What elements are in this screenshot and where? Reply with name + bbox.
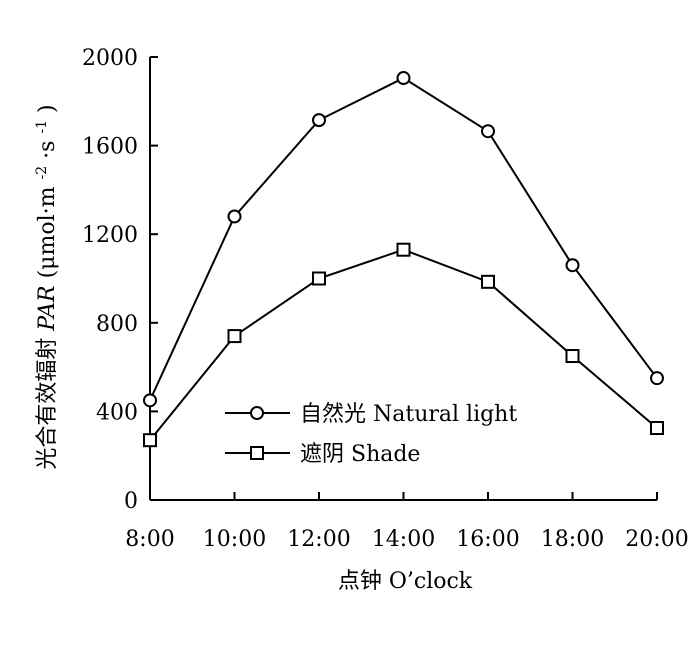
series-shade: [143, 242, 664, 448]
data-point: [565, 349, 580, 364]
x-tick-label: 10:00: [203, 527, 266, 552]
y-tick-label: 2000: [82, 46, 138, 71]
data-point: [227, 209, 242, 224]
y-axis-title-mid: ·s: [35, 141, 60, 159]
y-tick-label: 1200: [82, 223, 138, 248]
x-tick-label: 18:00: [541, 527, 604, 552]
legend: 自然光 Natural light 遮阴 Shade: [225, 402, 517, 467]
data-point: [565, 258, 580, 273]
x-tick-label: 12:00: [287, 527, 350, 552]
y-axis-title-exp1: -2: [34, 166, 50, 180]
legend-label: 自然光 Natural light: [300, 402, 517, 427]
y-tick-label: 800: [96, 312, 138, 337]
data-point: [312, 113, 326, 128]
legend-label: 遮阴 Shade: [300, 442, 420, 467]
data-point: [396, 71, 411, 86]
legend-marker: [250, 406, 264, 420]
x-tick-label: 8:00: [125, 527, 174, 552]
x-tick-label: 14:00: [372, 527, 435, 552]
data-point: [312, 271, 326, 286]
data-point: [396, 242, 411, 257]
y-ticks: 0 400 800 1200 1600 2000: [82, 46, 158, 514]
y-axis-title-prefix: 光合有效辐射: [35, 331, 60, 470]
data-point: [481, 274, 495, 289]
data-point: [143, 433, 157, 448]
y-axis-title-close: ): [35, 104, 60, 113]
legend-item: 自然光 Natural light: [225, 402, 517, 427]
series-layer: [143, 71, 664, 448]
series-natural-light: [143, 71, 664, 408]
axes: [149, 57, 657, 501]
x-axis-title: 点钟 O’clock: [338, 569, 473, 594]
y-tick-label: 400: [96, 400, 138, 425]
y-axis-title-exp2: -1: [34, 120, 50, 134]
legend-item: 遮阴 Shade: [225, 442, 420, 467]
y-tick-label: 0: [124, 489, 138, 514]
series-line: [149, 76, 658, 401]
x-ticks: 8:00 10:00 12:00 14:00 16:00 18:00 20:00: [125, 492, 689, 552]
y-axis-title-unit: (μmol·m: [35, 186, 60, 278]
data-point: [650, 421, 664, 436]
data-point: [481, 124, 495, 139]
x-tick-label: 16:00: [456, 527, 519, 552]
x-tick-label: 20:00: [625, 527, 688, 552]
data-point: [650, 371, 664, 386]
legend-marker: [250, 446, 264, 460]
data-point: [143, 393, 157, 408]
y-axis-title-italic: PAR: [35, 285, 60, 331]
y-tick-label: 1600: [82, 135, 138, 160]
y-axis-title: 光合有效辐射 PAR (μmol·m -2 ·s -1 ): [34, 104, 60, 469]
data-point: [227, 329, 242, 344]
